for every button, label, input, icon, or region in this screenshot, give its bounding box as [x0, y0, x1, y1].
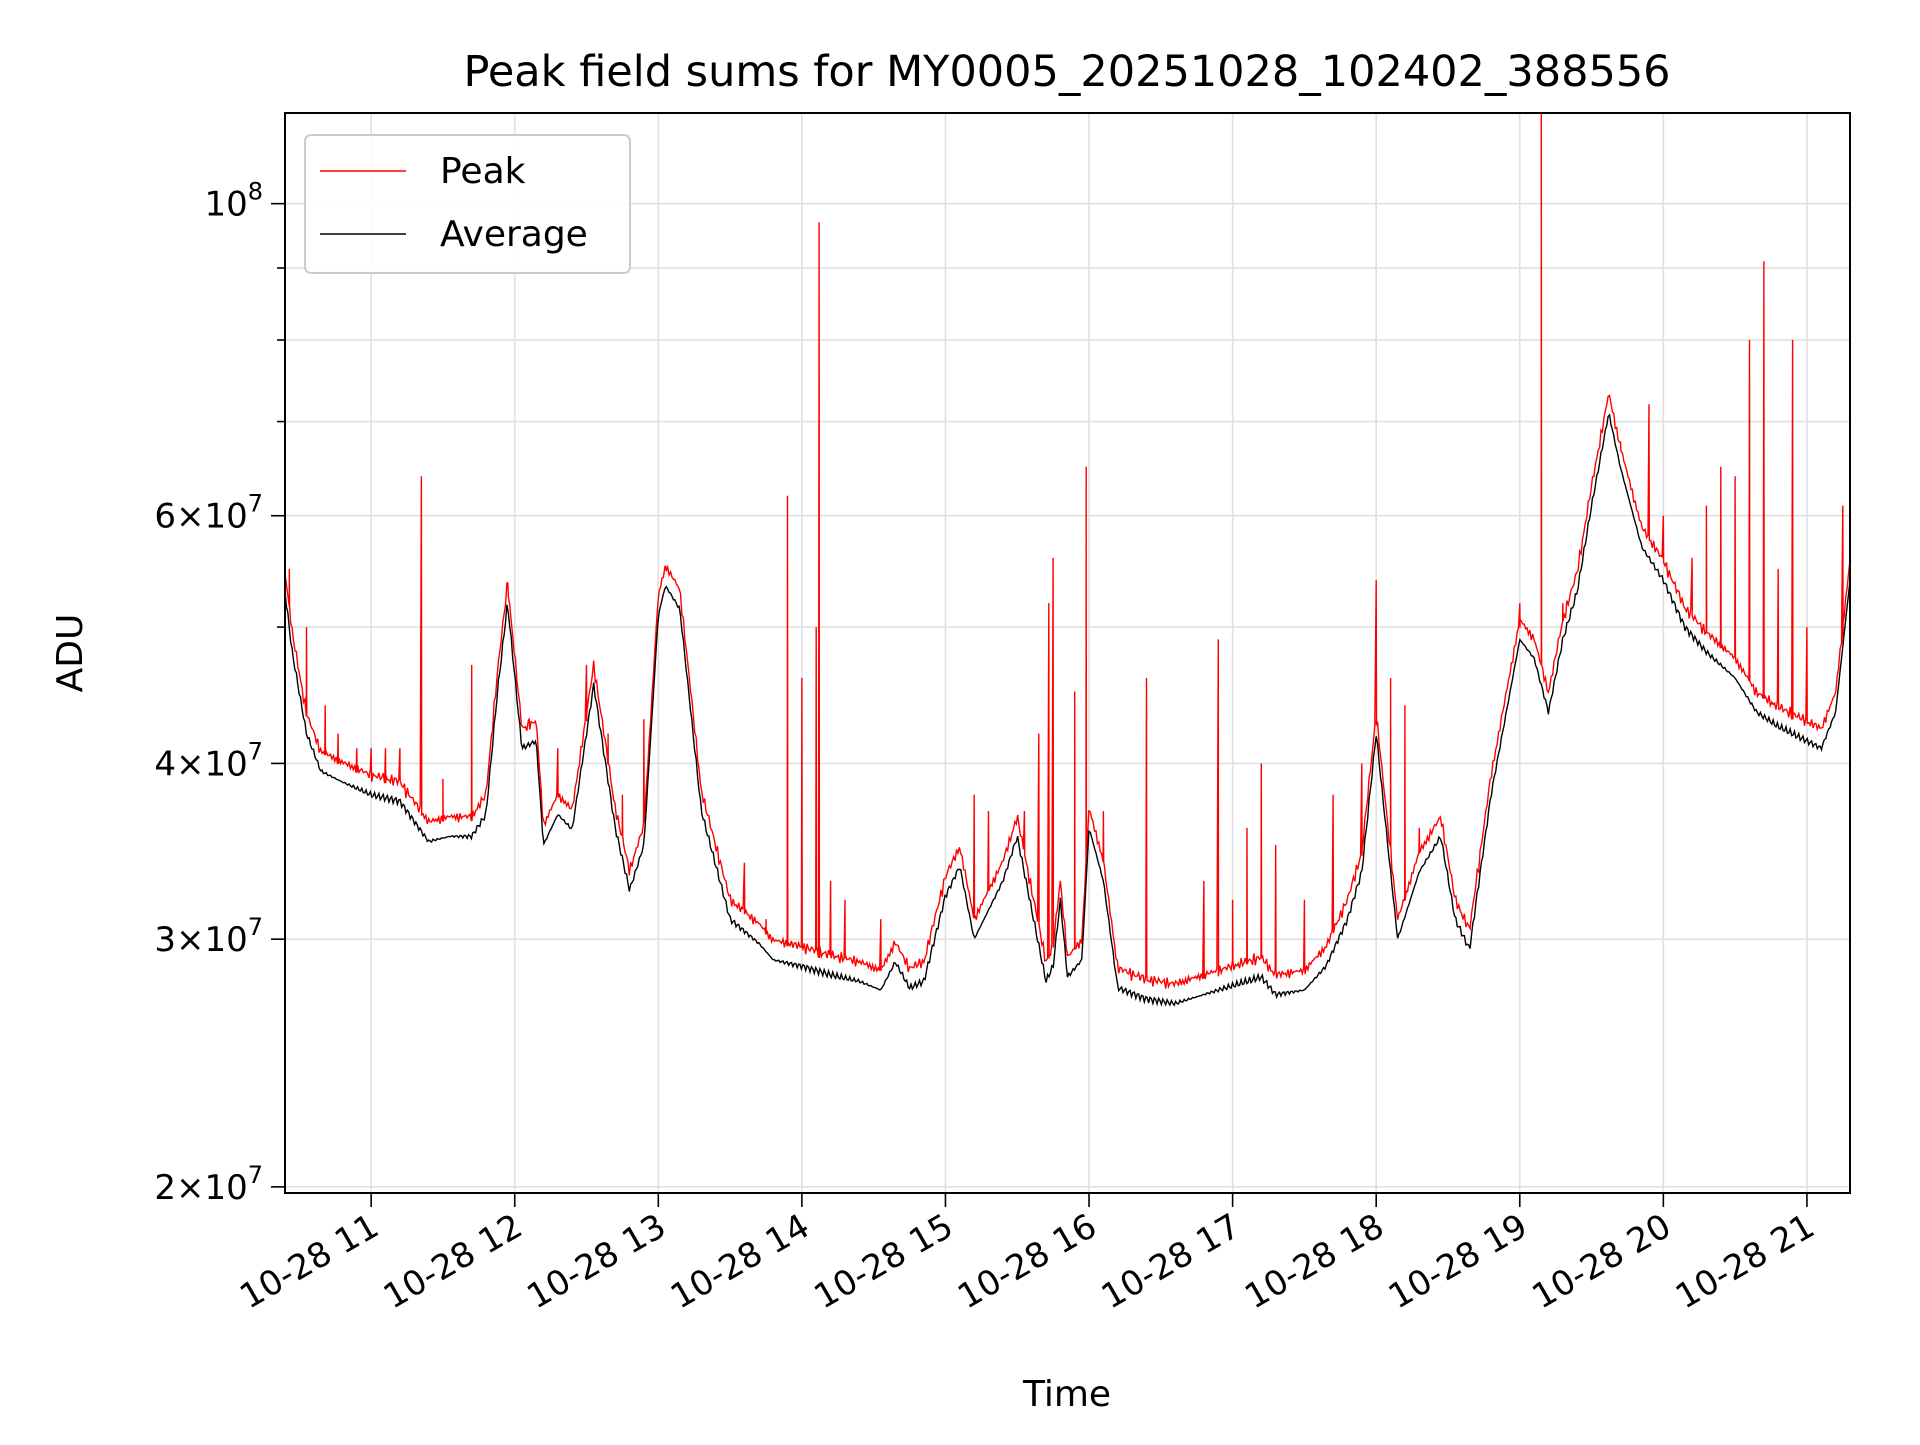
legend-peak-label: Peak — [440, 151, 526, 192]
y-tick-base: 10 — [204, 1168, 247, 1208]
x-tick-label: 10-28 12 — [377, 1206, 529, 1317]
series-average-line — [285, 413, 1850, 1007]
y-tick-times: × — [176, 1168, 205, 1208]
series-layer — [285, 113, 1850, 1007]
y-tick-label: 3×107 — [154, 913, 263, 960]
x-tick-label: 10-28 21 — [1669, 1206, 1821, 1317]
legend: Peak Average — [304, 134, 631, 274]
y-tick-times: × — [176, 497, 205, 537]
y-tick-mantissa: 4 — [154, 744, 176, 784]
series-peak-line — [285, 113, 1850, 990]
x-tick-label: 10-28 20 — [1525, 1206, 1677, 1317]
y-tick-exponent: 8 — [248, 178, 263, 206]
y-tick-exponent: 7 — [248, 1161, 263, 1189]
x-tick-label: 10-28 13 — [520, 1206, 672, 1317]
x-tick-label: 10-28 18 — [1238, 1206, 1390, 1317]
y-tick-label: 2×107 — [154, 1161, 263, 1208]
x-axis-label: Time — [1022, 1374, 1111, 1415]
y-tick-mantissa: 6 — [154, 497, 176, 537]
plot-frame — [284, 112, 1851, 1194]
y-tick-mantissa: 2 — [154, 1168, 176, 1208]
legend-box — [304, 134, 631, 274]
y-tick-times: × — [176, 744, 205, 784]
y-tick-label: 6×107 — [154, 490, 263, 537]
y-axis-label: ADU — [50, 614, 91, 693]
x-tick-label: 10-28 15 — [808, 1206, 960, 1317]
y-tick-base: 10 — [204, 185, 247, 225]
grid — [285, 113, 1850, 1193]
y-tick-exponent: 7 — [248, 913, 263, 941]
x-tick-label: 10-28 11 — [233, 1206, 385, 1317]
y-tick-times: × — [176, 920, 205, 960]
x-tick-label: 10-28 19 — [1382, 1206, 1534, 1317]
legend-average-label: Average — [440, 214, 588, 255]
x-tick-label: 10-28 17 — [1095, 1206, 1247, 1317]
x-tick-label: 10-28 14 — [664, 1206, 816, 1317]
y-tick-base: 10 — [204, 920, 247, 960]
y-tick-base: 10 — [204, 744, 247, 784]
y-tick-label: 108 — [204, 178, 263, 225]
chart-title: Peak field sums for MY0005_20251028_1024… — [463, 47, 1670, 97]
x-tick-label: 10-28 16 — [951, 1206, 1103, 1317]
y-tick-exponent: 7 — [248, 737, 263, 765]
y-tick-base: 10 — [204, 497, 247, 537]
y-tick-exponent: 7 — [248, 490, 263, 518]
y-tick-mantissa: 3 — [154, 920, 176, 960]
y-tick-label: 4×107 — [154, 737, 263, 784]
